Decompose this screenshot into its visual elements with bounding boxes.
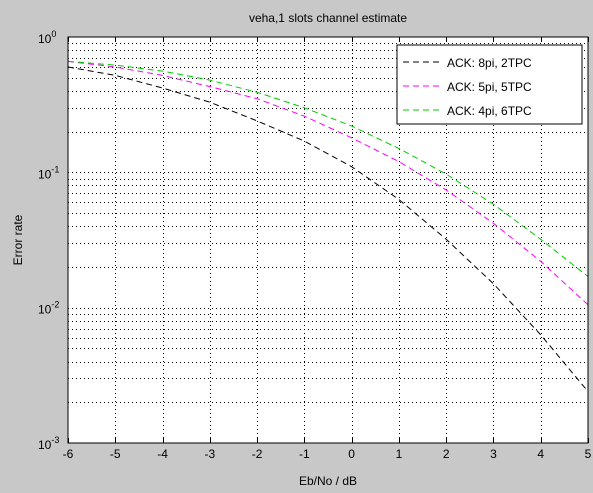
plot-frame: [67, 36, 589, 444]
x-tick-label: 0: [348, 447, 355, 461]
grid: [68, 37, 589, 443]
y-tick-labels: 100 10-1 10-2 10-3: [38, 29, 59, 452]
x-tick-label: -5: [110, 447, 121, 461]
x-tick-label: -4: [157, 447, 168, 461]
x-tick-labels: -6 -5 -4 -3 -2 -1 0 1 2 3 4 5: [63, 447, 592, 461]
x-tick-label: -2: [252, 447, 263, 461]
x-tick-label: 3: [490, 447, 497, 461]
y-tick-label: 10-1: [38, 164, 59, 181]
y-tick-label: 10-2: [38, 300, 59, 317]
x-tick-label: -1: [299, 447, 310, 461]
x-tick-label: 1: [396, 447, 403, 461]
x-axis-label: Eb/No / dB: [299, 474, 357, 488]
x-tick-label: -6: [63, 447, 74, 461]
legend-label-1: ACK: 8pi, 2TPC: [447, 56, 532, 70]
legend-label-3: ACK: 4pi, 6TPC: [447, 104, 532, 118]
series-line-2: [67, 60, 589, 306]
legend-label-2: ACK: 5pi, 5TPC: [447, 80, 532, 94]
legend: ACK: 8pi, 2TPC ACK: 5pi, 5TPC ACK: 4pi, 6T…: [396, 44, 583, 125]
x-tick-label: 5: [585, 447, 592, 461]
series-layer: [67, 60, 589, 392]
y-tick-label: 10-3: [38, 435, 59, 452]
x-tick-label: 4: [537, 447, 544, 461]
x-tick-label: 2: [443, 447, 450, 461]
y-axis-label: Error rate: [11, 214, 25, 265]
y-tick-label: 100: [38, 29, 56, 46]
series-line-3: [67, 60, 589, 277]
x-tick-label: -3: [204, 447, 215, 461]
legend-box: [396, 44, 583, 125]
series-line-1: [67, 66, 589, 392]
chart-title: veha,1 slots channel estimate: [249, 11, 407, 25]
